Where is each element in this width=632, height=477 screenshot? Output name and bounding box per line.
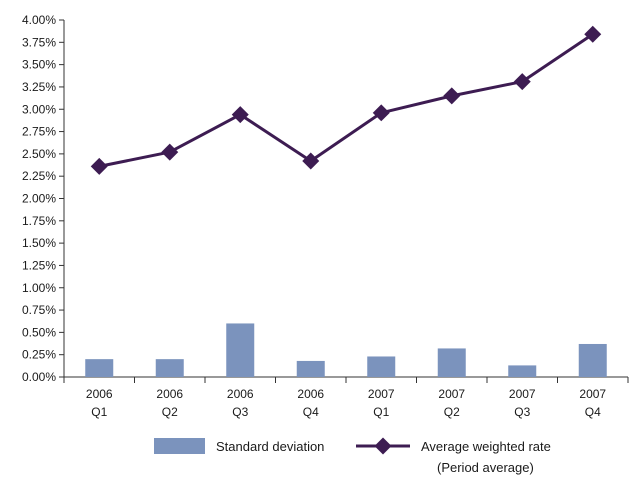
- line-average-weighted-rate: [90, 25, 602, 175]
- y-tick-label: 2.75%: [22, 125, 56, 139]
- x-tick-label-year: 2007: [368, 387, 395, 401]
- y-tick-label: 1.75%: [22, 214, 56, 228]
- x-tick-label-quarter: Q4: [303, 405, 319, 419]
- y-tick-label: 4.00%: [22, 13, 56, 27]
- legend-marker-average-weighted-rate: [374, 437, 392, 455]
- bar: [296, 360, 325, 377]
- line-point: [231, 106, 249, 124]
- line-point: [90, 157, 108, 175]
- bar: [155, 359, 184, 377]
- x-tick-label-year: 2006: [86, 387, 113, 401]
- y-tick-label: 0.75%: [22, 303, 56, 317]
- legend-label-average-weighted-rate: Average weighted rate: [421, 439, 551, 454]
- legend-label-period-average: (Period average): [437, 460, 534, 475]
- x-tick-label-quarter: Q1: [91, 405, 107, 419]
- legend-label-standard-deviation: Standard deviation: [216, 439, 324, 454]
- series-line: [98, 33, 594, 168]
- x-tick-label-year: 2007: [438, 387, 465, 401]
- x-tick-label-year: 2006: [297, 387, 324, 401]
- x-axis: 2006 Q1 2006 Q2 2006 Q3 2006 Q4 2007 Q1 2007 Q2 2007…: [63, 376, 629, 419]
- line-point: [584, 25, 602, 43]
- y-tick-label: 3.75%: [22, 35, 56, 49]
- x-tick-label-quarter: Q1: [373, 405, 389, 419]
- x-tick-label-quarter: Q2: [444, 405, 460, 419]
- y-tick-label: 0.25%: [22, 348, 56, 362]
- line-point: [372, 104, 390, 122]
- bar: [437, 348, 466, 377]
- y-tick-label: 3.25%: [22, 80, 56, 94]
- legend-swatch-standard-deviation: [154, 438, 205, 454]
- x-tick-label-year: 2007: [509, 387, 536, 401]
- line-point: [443, 87, 461, 105]
- x-tick-label-year: 2007: [579, 387, 606, 401]
- line-point: [513, 73, 531, 91]
- bars-standard-deviation: [85, 323, 607, 377]
- y-axis: 0.00% 0.25% 0.50% 0.75% 1.00% 1.25% 1.50% 1.75%…: [22, 13, 65, 384]
- bar: [226, 323, 255, 377]
- y-tick-label: 3.00%: [22, 102, 56, 116]
- bar: [508, 365, 537, 377]
- x-tick-label-year: 2006: [156, 387, 183, 401]
- bar: [578, 343, 607, 377]
- x-tick-label-quarter: Q3: [514, 405, 530, 419]
- y-tick-label: 1.50%: [22, 236, 56, 250]
- bar: [85, 359, 114, 377]
- y-tick-label: 2.00%: [22, 192, 56, 206]
- bar: [367, 356, 396, 377]
- y-tick-label: 2.25%: [22, 169, 56, 183]
- y-tick-label: 1.00%: [22, 281, 56, 295]
- y-tick-label: 3.50%: [22, 58, 56, 72]
- x-tick-label-quarter: Q2: [162, 405, 178, 419]
- y-tick-label: 2.50%: [22, 147, 56, 161]
- y-tick-label: 0.50%: [22, 325, 56, 339]
- line-point: [302, 152, 320, 170]
- x-tick-label-quarter: Q3: [232, 405, 248, 419]
- y-tick-label: 1.25%: [22, 258, 56, 272]
- line-point: [161, 143, 179, 161]
- y-tick-label: 0.00%: [22, 370, 56, 384]
- x-tick-label-year: 2006: [227, 387, 254, 401]
- legend: Standard deviation Average weighted rate…: [154, 437, 551, 475]
- x-tick-label-quarter: Q4: [585, 405, 601, 419]
